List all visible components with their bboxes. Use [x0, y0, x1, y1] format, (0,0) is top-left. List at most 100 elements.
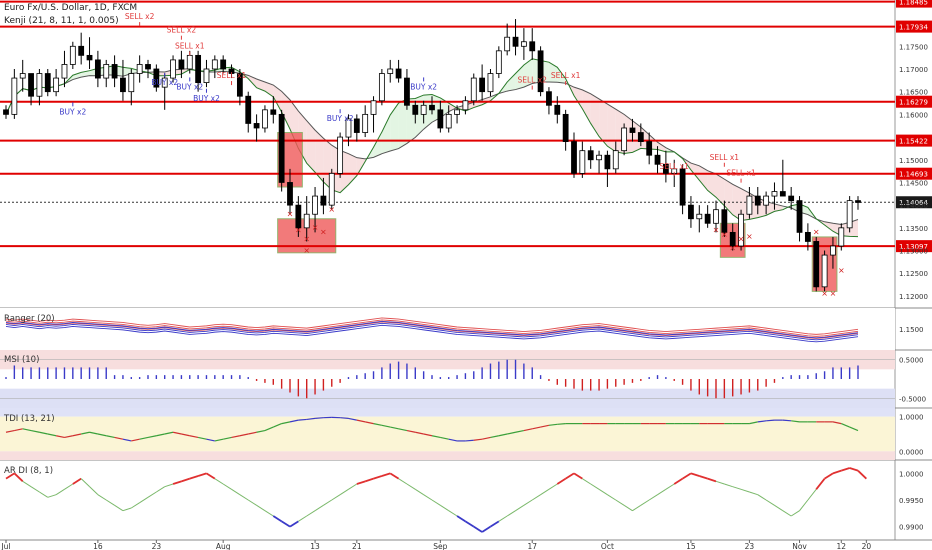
ardi-line-segment [556, 477, 567, 485]
tdi-line-segment [515, 429, 525, 433]
ardi-line-segment [615, 499, 625, 506]
ardi-line-segment [657, 488, 667, 496]
ardi-line-segment [699, 475, 708, 480]
candle-body [654, 154, 661, 165]
ardi-line-segment [5, 472, 15, 480]
ma-cloud-segment [599, 98, 608, 147]
ranger-series-line [5, 324, 859, 343]
ardi-line-segment [105, 499, 115, 506]
tdi-line-segment [832, 421, 842, 425]
ranger-series-line [5, 322, 859, 341]
ardi-line-segment [573, 472, 583, 480]
ardi-line-segment [247, 499, 257, 506]
ardi-line-segment [607, 494, 617, 501]
price-axis-tick: 1.14000 [899, 202, 928, 210]
ma-cloud-segment [373, 131, 382, 158]
ardi-line-segment [548, 483, 558, 490]
signal-label: BUY x2 [59, 107, 86, 116]
ardi-line-segment [790, 510, 800, 517]
msi-axis-tick: 0.5000 [899, 357, 924, 365]
tdi-line-segment [340, 417, 349, 419]
candle-body [445, 113, 452, 129]
ardi-line-segment [415, 488, 424, 496]
ardi-line-segment [456, 515, 466, 523]
price-axis-tick: 1.15422 [899, 138, 928, 146]
exit-marker: × [838, 266, 845, 275]
tdi-line-segment [106, 435, 115, 439]
ardi-line-segment [281, 520, 291, 528]
tdi-line-segment [473, 438, 483, 441]
ardi-line-segment [464, 520, 475, 528]
price-axis-highlight [896, 196, 932, 209]
signal-label: SELL x1 [551, 71, 581, 80]
tdi-line-segment [206, 438, 215, 442]
ardi-line-segment [364, 477, 374, 483]
ardi-line-segment [582, 478, 591, 485]
candle-body [186, 54, 193, 70]
ardi-line-segment [389, 472, 400, 480]
ma-cloud-segment [707, 170, 716, 198]
ardi-line-segment [13, 472, 24, 482]
ardi-line-segment [481, 525, 491, 533]
exit-marker: × [303, 234, 310, 243]
tdi-line-segment [223, 436, 232, 440]
candle-body [253, 123, 260, 129]
candle-body [813, 241, 820, 288]
candle-body [211, 59, 218, 70]
candle-body [688, 204, 694, 220]
date-axis-label: 23 [152, 542, 162, 550]
candle-body [754, 195, 761, 206]
candle-body [345, 118, 352, 138]
tdi-line-segment [498, 433, 508, 437]
ardi-line-segment [815, 478, 826, 490]
ma-cloud-segment [381, 114, 391, 154]
tdi-line-segment [849, 426, 859, 432]
tdi-line-segment [181, 433, 190, 437]
ardi-line-segment [139, 496, 149, 504]
tdi-line-segment [114, 436, 124, 440]
ardi-line-segment [749, 491, 758, 496]
date-axis-label: Sep [433, 542, 447, 550]
ardi-line-segment [373, 475, 383, 480]
exit-marker: × [830, 289, 837, 298]
candle-body [28, 73, 34, 97]
ardi-line-segment [239, 494, 249, 501]
ardi-line-segment [673, 477, 684, 485]
ardi-line-segment [30, 486, 40, 493]
ma-cloud-segment [724, 179, 733, 215]
candle-body [821, 254, 828, 288]
candle-body [763, 195, 770, 206]
candle-body [370, 100, 377, 115]
tdi-line-segment [423, 433, 433, 437]
tdi-line-segment [791, 420, 800, 423]
candle-body [454, 109, 460, 115]
ma-cloud-segment [306, 120, 316, 173]
candle-body [103, 64, 110, 79]
candle-body [512, 36, 519, 47]
signal-label: SELL x1 [217, 71, 247, 80]
candle-body [621, 127, 628, 152]
ardi-line-segment [406, 483, 416, 490]
ardi-line-segment [306, 510, 316, 517]
candle-body [86, 54, 93, 61]
candle-body [487, 73, 494, 93]
candle-body [804, 231, 811, 242]
ma-cloud-segment [557, 67, 566, 84]
price-axis-tick: 1.14693 [899, 171, 928, 179]
candle-body [270, 109, 277, 115]
exit-marker: × [729, 244, 736, 253]
ma-cloud-segment [582, 89, 591, 124]
candle-body [295, 204, 302, 229]
tdi-line-segment [749, 421, 758, 425]
ma-cloud-segment [716, 173, 725, 206]
tdi-line-segment [47, 433, 57, 437]
ardi-line-segment [231, 488, 241, 496]
signal-label: SELL x1 [710, 153, 740, 162]
tdi-line-segment [306, 417, 316, 421]
ardi-line-segment [648, 494, 658, 501]
ardi-line-segment [473, 525, 483, 533]
candle-body [662, 163, 669, 174]
ma-cloud-segment [607, 104, 616, 152]
tdi-line-segment [147, 435, 157, 439]
ardi-line-segment [356, 480, 366, 485]
